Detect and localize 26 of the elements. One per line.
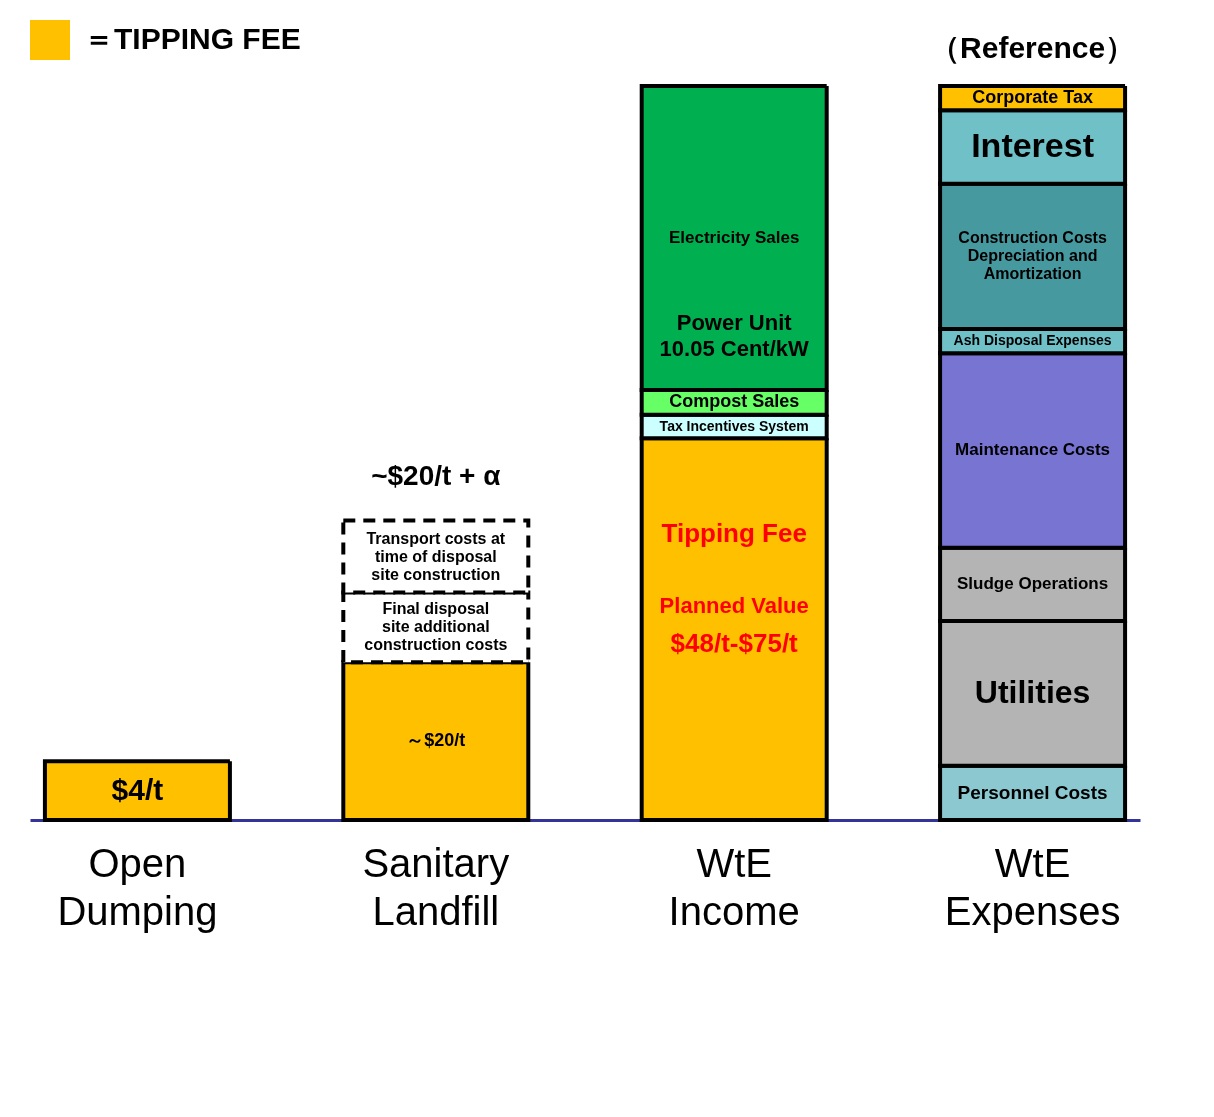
series-label: Transport costs at time of disposal site construction [366, 529, 506, 583]
annotation: $48/t-$75/t [670, 628, 799, 659]
series-label: Maintenance Costs [955, 440, 1111, 460]
annotation: Planned Value [659, 593, 809, 619]
annotation: ～$20/t [406, 730, 466, 751]
series-label: Compost Sales [669, 391, 800, 412]
x-tick-label: WtE Expenses [944, 840, 1121, 933]
series-label: Corporate Tax [972, 87, 1093, 108]
series-label: Personnel Costs [957, 781, 1108, 803]
annotation: $4/t [111, 772, 164, 806]
series-label: Electricity Sales [668, 227, 800, 247]
series-label: Sludge Operations [957, 574, 1109, 594]
annotation: ~$20/t + α [371, 459, 501, 491]
legend-label: ＝TIPPING FEE [84, 22, 301, 55]
series-label: Interest [971, 125, 1094, 164]
series-label: Ash Disposal Expenses [953, 332, 1112, 349]
x-tick-label: Open Dumping [57, 840, 218, 933]
series-label: Final disposal site additional construction costs [364, 600, 508, 654]
series-label: Tax Incentives System [659, 417, 809, 434]
series-label: Utilities [974, 674, 1091, 711]
text: （Reference） [930, 31, 1136, 65]
annotation: Tipping Fee [661, 517, 807, 548]
annotation: Power Unit 10.05 Cent/kW [659, 310, 810, 362]
x-tick-label: Sanitary Landfill [362, 840, 510, 933]
x-tick-label: WtE Income [668, 840, 800, 933]
series-label: Construction Costs Depreciation and Amortization [958, 229, 1107, 283]
